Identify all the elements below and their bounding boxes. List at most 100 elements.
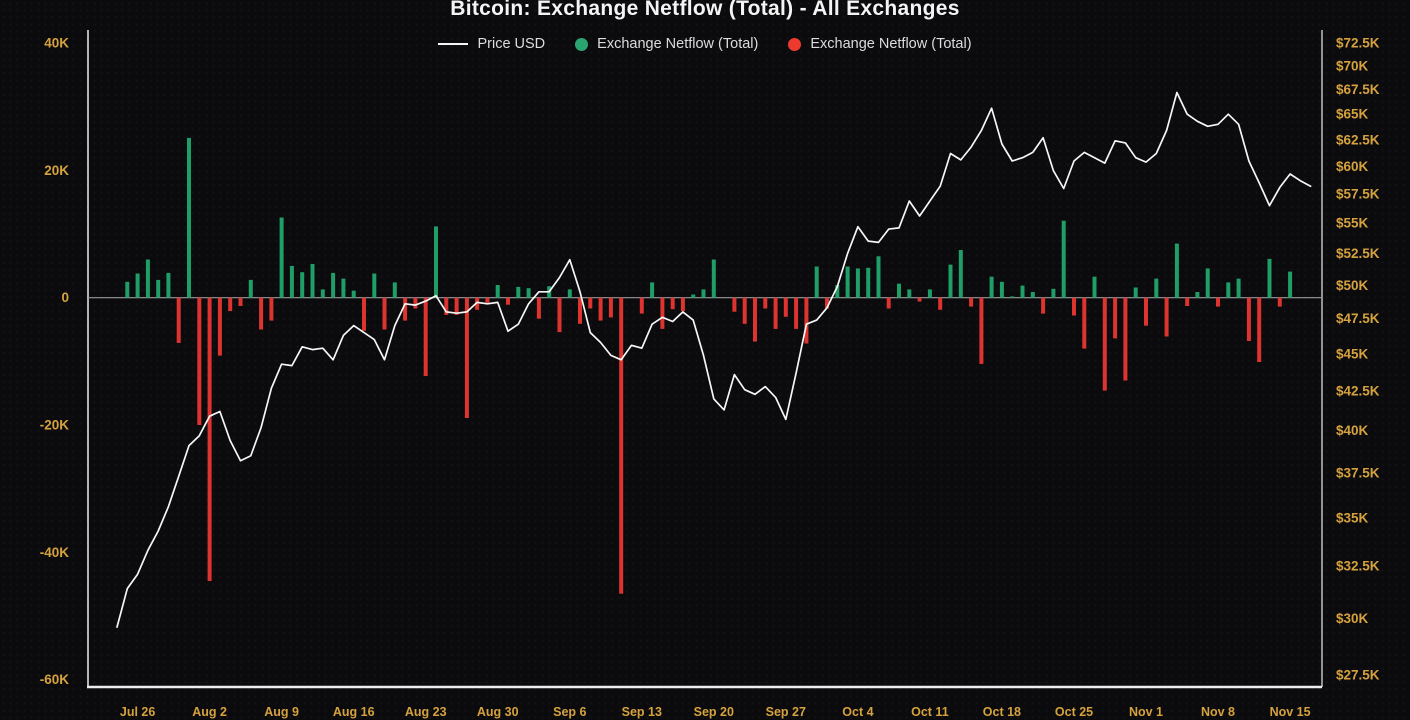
right-axis-tick-label: $62.5K xyxy=(1336,132,1380,147)
price-line-swatch-icon xyxy=(438,43,469,45)
netflow-bar-positive xyxy=(351,290,356,298)
x-axis-tick-label: Jul 26 xyxy=(120,705,155,719)
price-line xyxy=(116,91,1312,628)
right-axis-tick-label: $52.5K xyxy=(1336,246,1380,261)
netflow-bar-negative xyxy=(742,297,747,324)
netflow-bar-negative xyxy=(238,297,243,306)
netflow-bar-positive xyxy=(1174,243,1179,298)
netflow-bar-positive xyxy=(1020,285,1025,298)
netflow-bar-positive xyxy=(331,272,336,298)
netflow-bar-negative xyxy=(1144,297,1148,326)
netflow-bar-negative xyxy=(1072,297,1076,316)
netflow-bar-positive xyxy=(434,226,438,298)
x-axis-tick-label: Oct 25 xyxy=(1055,705,1093,719)
netflow-bar-positive xyxy=(495,285,500,298)
netflow-bar-negative xyxy=(413,297,418,309)
netflow-bar-positive xyxy=(1030,292,1035,298)
netflow-bar-positive xyxy=(1226,282,1231,298)
netflow-bar-negative xyxy=(969,297,974,307)
right-axis-tick-label: $35K xyxy=(1336,510,1369,525)
netflow-bar-negative xyxy=(680,297,685,312)
right-axis-tick-label: $30K xyxy=(1336,611,1369,626)
x-axis-tick-label: Nov 15 xyxy=(1270,705,1311,719)
netflow-bars xyxy=(125,137,1293,594)
netflow-bar-positive xyxy=(310,264,315,298)
netflow-bar-positive xyxy=(1288,271,1293,298)
netflow-bar-positive xyxy=(145,259,150,298)
right-axis-tick-label: $47.5K xyxy=(1336,311,1380,326)
x-axis-labels: Jul 26 Aug 2 Aug 9 Aug 16 Aug 23 Aug 30 Sep 6 S… xyxy=(120,705,1311,719)
netflow-bar-negative xyxy=(557,297,562,333)
netflow-bar-negative xyxy=(578,297,582,324)
legend-label-price-usd: Price USD xyxy=(477,36,546,52)
netflow-bar-negative xyxy=(1082,297,1087,349)
netflow-bar-positive xyxy=(907,289,912,298)
netflow-bar-positive xyxy=(1092,276,1097,298)
netflow-bar-positive xyxy=(1195,292,1200,298)
left-axis-tick-label: 0 xyxy=(61,290,69,305)
netflow-bar-negative xyxy=(197,297,202,425)
left-axis-tick-label: -60K xyxy=(40,672,70,687)
red-dot-icon xyxy=(788,37,802,51)
green-dot-icon xyxy=(575,37,589,51)
left-axis-tick-label: 40K xyxy=(44,36,69,51)
right-axis-tick-label: $27.5K xyxy=(1336,668,1380,683)
legend-item-netflow-positive[interactable]: Exchange Netflow (Total) xyxy=(575,36,758,52)
netflow-bar-negative xyxy=(536,297,541,319)
netflow-bar-positive xyxy=(392,282,397,298)
netflow-bar-negative xyxy=(464,297,469,418)
netflow-bar-negative xyxy=(608,297,613,318)
x-axis-tick-label: Oct 4 xyxy=(842,705,873,719)
netflow-bar-positive xyxy=(999,281,1004,298)
x-axis-tick-label: Nov 8 xyxy=(1201,705,1235,719)
netflow-bar-positive xyxy=(711,259,716,298)
netflow-bar-positive xyxy=(1236,278,1241,298)
x-axis-tick-label: Nov 1 xyxy=(1129,705,1163,719)
netflow-bar-positive xyxy=(701,289,706,298)
right-axis-tick-label: $65K xyxy=(1336,107,1369,122)
x-axis-tick-label: Sep 13 xyxy=(622,705,662,719)
netflow-bar-positive xyxy=(187,137,191,298)
x-axis-tick-label: Aug 9 xyxy=(264,705,299,719)
netflow-bar-negative xyxy=(825,297,829,309)
netflow-bar-negative xyxy=(1257,297,1262,362)
netflow-bar-negative xyxy=(217,297,222,356)
right-axis-tick-label: $37.5K xyxy=(1336,465,1380,480)
netflow-bar-negative xyxy=(619,297,624,594)
legend-item-netflow-negative[interactable]: Exchange Netflow (Total) xyxy=(788,36,972,52)
netflow-bar-negative xyxy=(444,297,449,315)
right-axis-tick-label: $72.5K xyxy=(1336,36,1380,51)
netflow-bar-negative xyxy=(1246,297,1251,341)
netflow-bar-negative xyxy=(382,297,387,330)
right-axis-tick-label: $67.5K xyxy=(1336,82,1380,97)
x-axis-tick-label: Sep 27 xyxy=(766,705,806,719)
netflow-bar-negative xyxy=(753,297,757,342)
right-axis-tick-label: $45K xyxy=(1336,347,1369,362)
right-axis-tick-label: $57.5K xyxy=(1336,187,1380,202)
netflow-bar-positive xyxy=(814,266,819,298)
netflow-bar-positive xyxy=(927,289,932,298)
netflow-bar-negative xyxy=(773,297,778,329)
netflow-bar-negative xyxy=(886,297,891,309)
netflow-bar-negative xyxy=(660,297,665,329)
chart-legend: Price USD Exchange Netflow (Total) Excha… xyxy=(0,36,1410,52)
right-axis-tick-label: $50K xyxy=(1336,278,1369,293)
right-axis-tick-label: $55K xyxy=(1336,216,1369,231)
netflow-bar-positive xyxy=(135,273,140,298)
netflow-bar-negative xyxy=(475,297,480,310)
netflow-bar-negative xyxy=(794,297,799,329)
netflow-bar-negative xyxy=(732,297,737,312)
netflow-bar-positive xyxy=(567,289,572,298)
netflow-bar-negative xyxy=(1113,297,1118,339)
netflow-bar-negative xyxy=(979,297,984,364)
x-axis-tick-label: Aug 2 xyxy=(192,705,227,719)
netflow-bar-negative xyxy=(1185,297,1190,306)
netflow-bar-negative xyxy=(403,297,408,321)
netflow-bar-positive xyxy=(691,294,696,298)
netflow-bar-negative xyxy=(362,297,366,331)
legend-item-price-usd[interactable]: Price USD xyxy=(438,36,545,52)
netflow-bar-positive xyxy=(650,282,655,298)
netflow-bar-negative xyxy=(598,297,603,321)
left-axis-tick-label: 20K xyxy=(44,163,69,178)
